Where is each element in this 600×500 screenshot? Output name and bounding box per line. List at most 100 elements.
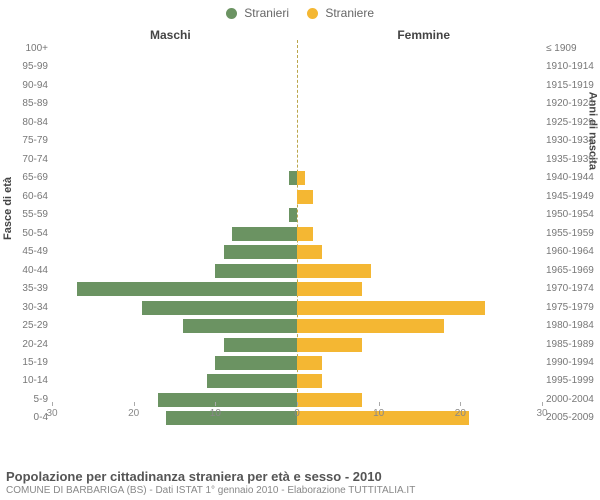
pyramid-row: 45-491960-1964 [52,243,542,261]
bar-female [297,227,313,241]
age-label: 85-89 [4,98,48,109]
pyramid-row: 55-591950-1954 [52,206,542,224]
bar-female [297,282,362,296]
x-tick-label: 30 [536,408,547,419]
pyramid-row: 30-341975-1979 [52,299,542,317]
birth-year-label: 1970-1974 [546,283,598,294]
birth-year-label: 2005-2009 [546,412,598,423]
age-label: 25-29 [4,320,48,331]
x-tick-mark [460,402,461,406]
pyramid-row: 75-791930-1934 [52,132,542,150]
pyramid-chart: 100+≤ 190995-991910-191490-941915-191985… [52,40,542,428]
pyramid-row: 80-841925-1929 [52,114,542,132]
bar-male [142,301,297,315]
age-label: 60-64 [4,191,48,202]
x-tick-mark [297,402,298,406]
bar-male [215,356,297,370]
age-label: 55-59 [4,209,48,220]
pyramid-row: 20-241985-1989 [52,336,542,354]
birth-year-label: 1950-1954 [546,209,598,220]
chart-container: Stranieri Straniere Maschi Femmine Fasce… [0,0,600,500]
bar-female [297,171,305,185]
bar-female [297,356,322,370]
pyramid-row: 100+≤ 1909 [52,40,542,58]
bar-female [297,190,313,204]
pyramid-row: 60-641945-1949 [52,188,542,206]
x-tick-mark [134,402,135,406]
age-label: 80-84 [4,117,48,128]
legend-swatch-male [226,8,237,19]
x-tick-label: 20 [128,408,139,419]
age-label: 75-79 [4,135,48,146]
pyramid-row: 15-191990-1994 [52,354,542,372]
bar-female [297,264,371,278]
x-tick-mark [215,402,216,406]
age-label: 0-4 [4,412,48,423]
age-label: 30-34 [4,302,48,313]
pyramid-row: 40-441965-1969 [52,262,542,280]
legend-label-female: Straniere [325,6,374,20]
birth-year-label: 1945-1949 [546,191,598,202]
x-tick-label: 10 [373,408,384,419]
birth-year-label: 1920-1924 [546,98,598,109]
x-tick-mark [379,402,380,406]
age-label: 45-49 [4,246,48,257]
age-label: 50-54 [4,228,48,239]
pyramid-row: 65-691940-1944 [52,169,542,187]
x-axis: 3020100102030 [52,402,542,428]
age-label: 20-24 [4,339,48,350]
x-tick-label: 20 [455,408,466,419]
birth-year-label: 1980-1984 [546,320,598,331]
age-label: 40-44 [4,265,48,276]
birth-year-label: 1935-1939 [546,154,598,165]
bar-female [297,319,444,333]
birth-year-label: 1915-1919 [546,80,598,91]
birth-year-label: 1995-1999 [546,375,598,386]
x-tick-mark [52,402,53,406]
bar-female [297,338,362,352]
age-label: 65-69 [4,172,48,183]
birth-year-label: 1965-1969 [546,265,598,276]
age-label: 90-94 [4,80,48,91]
legend-item-female: Straniere [307,6,374,20]
bar-male [207,374,297,388]
pyramid-row: 85-891920-1924 [52,95,542,113]
x-tick-mark [542,402,543,406]
legend-label-male: Stranieri [244,6,289,20]
pyramid-row: 10-141995-1999 [52,372,542,390]
bar-male [224,245,298,259]
pyramid-row: 50-541955-1959 [52,225,542,243]
age-label: 5-9 [4,394,48,405]
chart-subtitle: COMUNE DI BARBARIGA (BS) - Dati ISTAT 1°… [6,485,415,496]
bar-male [289,171,297,185]
birth-year-label: 1925-1929 [546,117,598,128]
pyramid-row: 70-741935-1939 [52,151,542,169]
pyramid-row: 25-291980-1984 [52,317,542,335]
age-label: 10-14 [4,375,48,386]
birth-year-label: 2000-2004 [546,394,598,405]
birth-year-label: 1955-1959 [546,228,598,239]
age-label: 95-99 [4,61,48,72]
bar-male [183,319,297,333]
age-label: 15-19 [4,357,48,368]
bar-male [289,208,297,222]
birth-year-label: 1960-1964 [546,246,598,257]
bar-male [215,264,297,278]
bar-female [297,245,322,259]
legend-item-male: Stranieri [226,6,289,20]
birth-year-label: 1930-1934 [546,135,598,146]
birth-year-label: 1975-1979 [546,302,598,313]
bar-male [224,338,298,352]
age-label: 70-74 [4,154,48,165]
chart-footer: Popolazione per cittadinanza straniera p… [6,469,415,496]
x-tick-label: 0 [294,408,300,419]
birth-year-label: 1985-1989 [546,339,598,350]
bar-female [297,301,485,315]
x-tick-label: 30 [46,408,57,419]
bar-male [232,227,297,241]
chart-title: Popolazione per cittadinanza straniera p… [6,469,415,484]
birth-year-label: ≤ 1909 [546,43,598,54]
pyramid-row: 95-991910-1914 [52,58,542,76]
bar-male [77,282,298,296]
chart-rows: 100+≤ 190995-991910-191490-941915-191985… [52,40,542,428]
